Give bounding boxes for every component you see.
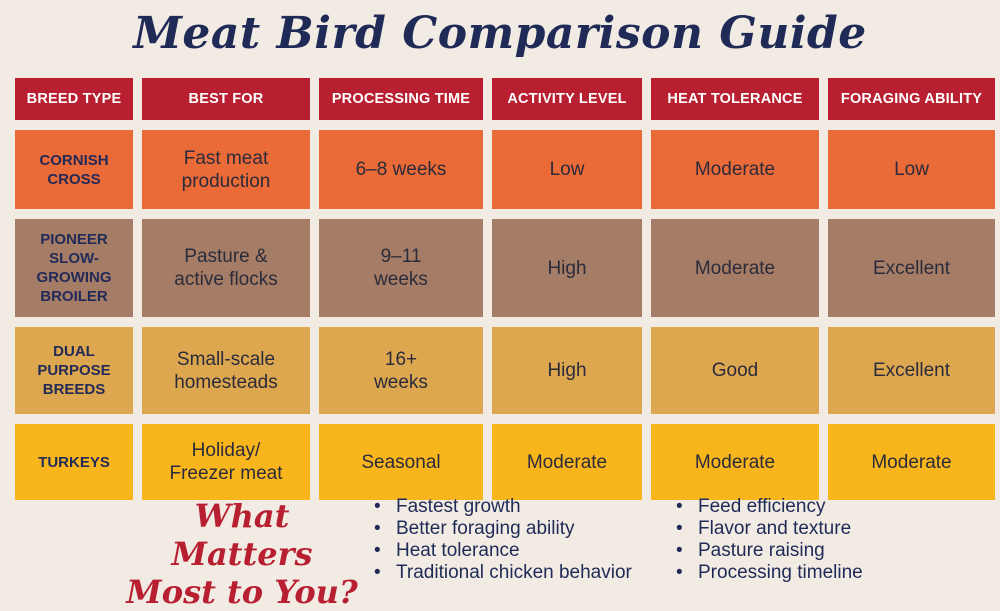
bullet-icon: • [676, 540, 683, 561]
row-label-cornish-cross: CORNISH CROSS [15, 130, 133, 209]
bullet-icon: • [374, 562, 381, 583]
table-cell: Low [828, 130, 995, 209]
list-item: • Processing timeline [676, 562, 863, 583]
table-cell: Moderate [651, 424, 819, 500]
row-label-dual-purpose: DUAL PURPOSE BREEDS [15, 327, 133, 414]
list-item: • Flavor and texture [676, 518, 852, 539]
header-heat-tolerance: HEAT TOLERANCE [651, 78, 819, 120]
table-cell: 9–11 weeks [319, 219, 483, 317]
header-breed-type: BREED TYPE [15, 78, 133, 120]
page-title: Meat Bird Comparison Guide [133, 8, 867, 59]
table-cell: High [492, 327, 642, 414]
priorities-list-right: • Feed efficiency • Flavor and texture • Pa… [676, 496, 863, 584]
what-matters-heading: What Matters Most to You? [126, 497, 358, 611]
table-cell: Small-scale homesteads [142, 327, 310, 414]
table-cell: Fast meat production [142, 130, 310, 209]
table-cell: Moderate [492, 424, 642, 500]
bullet-icon: • [676, 518, 683, 539]
header-best-for: BEST FOR [142, 78, 310, 120]
comparison-table: BREED TYPE BEST FOR PROCESSING TIME ACTI… [15, 78, 995, 500]
bullet-icon: • [374, 540, 381, 561]
row-label-pioneer: PIONEER SLOW- GROWING BROILER [15, 219, 133, 317]
bullet-icon: • [374, 496, 381, 517]
header-processing-time: PROCESSING TIME [319, 78, 483, 120]
bullet-icon: • [676, 562, 683, 583]
row-label-turkeys: TURKEYS [15, 424, 133, 500]
table-cell: Excellent [828, 327, 995, 414]
header-activity-level: ACTIVITY LEVEL [492, 78, 642, 120]
header-foraging-ability: FORAGING ABILITY [828, 78, 995, 120]
table-cell: Low [492, 130, 642, 209]
table-cell: Moderate [828, 424, 995, 500]
table-cell: Seasonal [319, 424, 483, 500]
table-cell: Moderate [651, 130, 819, 209]
priorities-list-left: • Fastest growth • Better foraging ability… [374, 496, 632, 584]
list-item: • Heat tolerance [374, 540, 520, 561]
bullet-icon: • [676, 496, 683, 517]
list-item: • Better foraging ability [374, 518, 575, 539]
bullet-icon: • [374, 518, 381, 539]
table-cell: Pasture & active flocks [142, 219, 310, 317]
what-matters-line-1: What Matters [171, 497, 313, 573]
table-cell: Good [651, 327, 819, 414]
table-cell: 16+ weeks [319, 327, 483, 414]
table-cell: Holiday/Freezer meat [142, 424, 310, 500]
table-cell: High [492, 219, 642, 317]
list-item: • Feed efficiency [676, 496, 826, 517]
table-cell: Moderate [651, 219, 819, 317]
list-item: • Fastest growth [374, 496, 521, 517]
table-cell: 6–8 weeks [319, 130, 483, 209]
list-item: • Pasture raising [676, 540, 825, 561]
what-matters-line-2: Most to You? [126, 573, 358, 611]
list-item: • Traditional chicken behavior [374, 562, 632, 583]
table-cell: Excellent [828, 219, 995, 317]
